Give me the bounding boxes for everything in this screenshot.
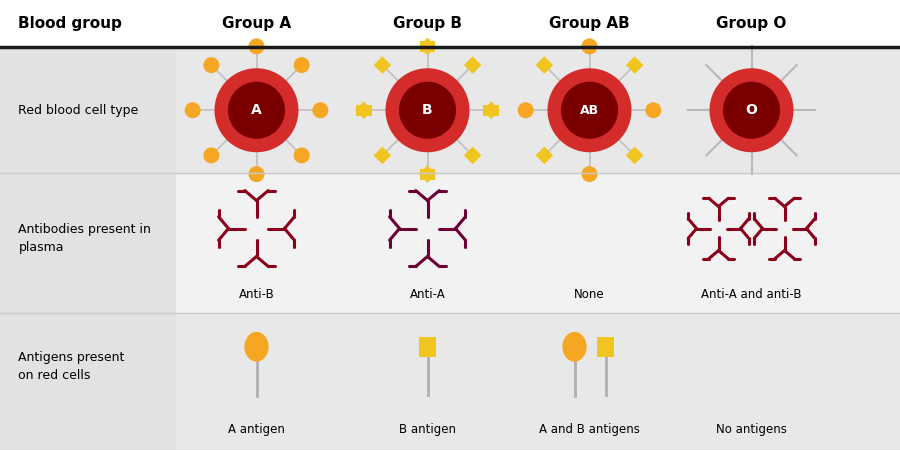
Polygon shape: [482, 101, 500, 119]
Circle shape: [248, 38, 265, 54]
Polygon shape: [626, 56, 644, 74]
Circle shape: [385, 68, 470, 152]
Text: None: None: [574, 288, 605, 301]
Circle shape: [228, 82, 285, 139]
Ellipse shape: [562, 332, 587, 362]
Circle shape: [709, 68, 794, 152]
Text: O: O: [745, 103, 758, 117]
Polygon shape: [355, 101, 373, 119]
Text: Group A: Group A: [222, 16, 291, 31]
Text: Group O: Group O: [716, 16, 787, 31]
Circle shape: [184, 102, 201, 118]
Bar: [597, 337, 614, 357]
Text: Antigens present
on red cells: Antigens present on red cells: [19, 351, 125, 382]
Circle shape: [312, 102, 328, 118]
Bar: [176, 47, 900, 173]
Text: Anti-B: Anti-B: [238, 288, 274, 301]
Polygon shape: [374, 147, 392, 164]
Circle shape: [399, 82, 456, 139]
Circle shape: [293, 148, 310, 163]
Circle shape: [547, 68, 632, 152]
Text: Anti-A: Anti-A: [410, 288, 446, 301]
Circle shape: [645, 102, 662, 118]
Polygon shape: [464, 147, 482, 164]
Ellipse shape: [245, 332, 268, 362]
Bar: [176, 173, 900, 313]
Circle shape: [293, 57, 310, 73]
Text: Group B: Group B: [393, 16, 462, 31]
Polygon shape: [536, 56, 554, 74]
Circle shape: [203, 148, 220, 163]
Circle shape: [581, 166, 598, 182]
Polygon shape: [418, 38, 436, 55]
Text: Antibodies present in
plasma: Antibodies present in plasma: [19, 223, 151, 254]
Text: B: B: [422, 103, 433, 117]
Text: B antigen: B antigen: [399, 423, 456, 436]
Circle shape: [581, 38, 598, 54]
Text: AB: AB: [580, 104, 599, 117]
Bar: [419, 337, 436, 357]
Text: A: A: [251, 103, 262, 117]
Bar: [0, 47, 176, 450]
Text: Red blood cell type: Red blood cell type: [19, 104, 139, 117]
Circle shape: [518, 102, 534, 118]
Polygon shape: [536, 147, 554, 164]
Bar: [419, 168, 436, 180]
Circle shape: [723, 82, 780, 139]
Polygon shape: [464, 56, 482, 74]
Polygon shape: [626, 147, 644, 164]
Text: No antigens: No antigens: [716, 423, 787, 436]
Circle shape: [203, 57, 220, 73]
Bar: [356, 105, 372, 116]
Text: Blood group: Blood group: [19, 16, 122, 31]
Text: Anti-A and anti-B: Anti-A and anti-B: [701, 288, 802, 301]
Bar: [0, 0, 900, 47]
Circle shape: [214, 68, 299, 152]
Polygon shape: [418, 165, 436, 183]
Bar: [419, 41, 436, 52]
Text: A and B antigens: A and B antigens: [539, 423, 640, 436]
Text: A antigen: A antigen: [228, 423, 285, 436]
Text: Group AB: Group AB: [549, 16, 630, 31]
Bar: [483, 105, 500, 116]
Bar: [176, 313, 900, 450]
Polygon shape: [374, 56, 392, 74]
Circle shape: [248, 166, 265, 182]
Circle shape: [561, 82, 618, 139]
